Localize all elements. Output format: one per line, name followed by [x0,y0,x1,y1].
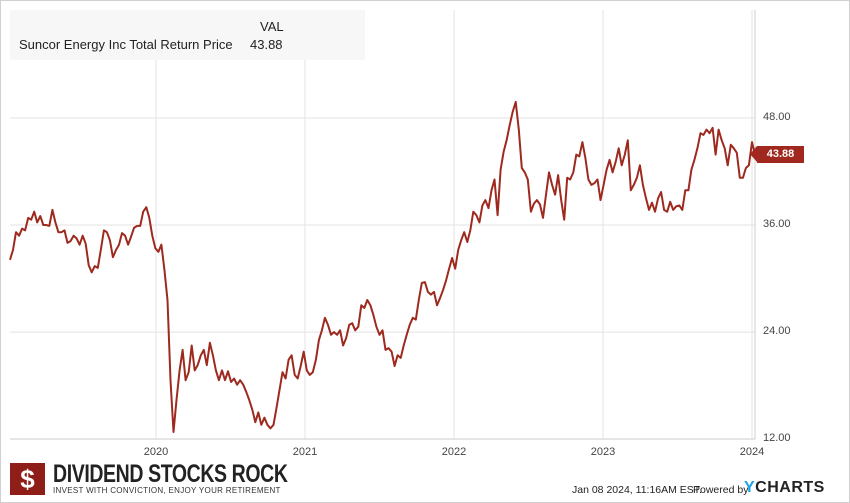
powered-by-label: Powered by [693,484,749,496]
y-tick-label: 12.00 [763,432,791,445]
brand-tagline: INVEST WITH CONVICTION, ENJOY YOUR RETIR… [53,486,281,495]
x-tick-label: 2023 [590,446,616,458]
series-line-suncor [9,100,756,433]
y-tick-label: 24.00 [763,325,791,338]
ycharts-logo[interactable]: YCHARTS [744,479,825,497]
ycharts-y: Y [744,479,756,496]
last-value-badge: 43.88 [750,146,804,163]
legend-header: VAL [260,19,284,34]
x-tick-label: 2022 [441,446,467,458]
x-tick-label: 2021 [292,446,318,458]
ycharts-text: CHARTS [755,479,825,496]
dsr-logo-icon: $ [10,463,45,495]
y-tick-label: 48.00 [763,111,791,123]
chart-legend: VAL Suncor Energy Inc Total Return Price… [10,10,365,60]
brand-name: DIVIDEND STOCKS ROCK [53,460,288,488]
y-tick-label: 36.00 [763,218,791,231]
x-tick-label: 2024 [739,446,765,458]
legend-series-name: Suncor Energy Inc Total Return Price [19,37,233,52]
legend-value: 43.88 [250,37,283,52]
x-tick-label: 2020 [143,446,169,458]
timestamp: Jan 08 2024, 11:16AM EST. [572,484,702,496]
